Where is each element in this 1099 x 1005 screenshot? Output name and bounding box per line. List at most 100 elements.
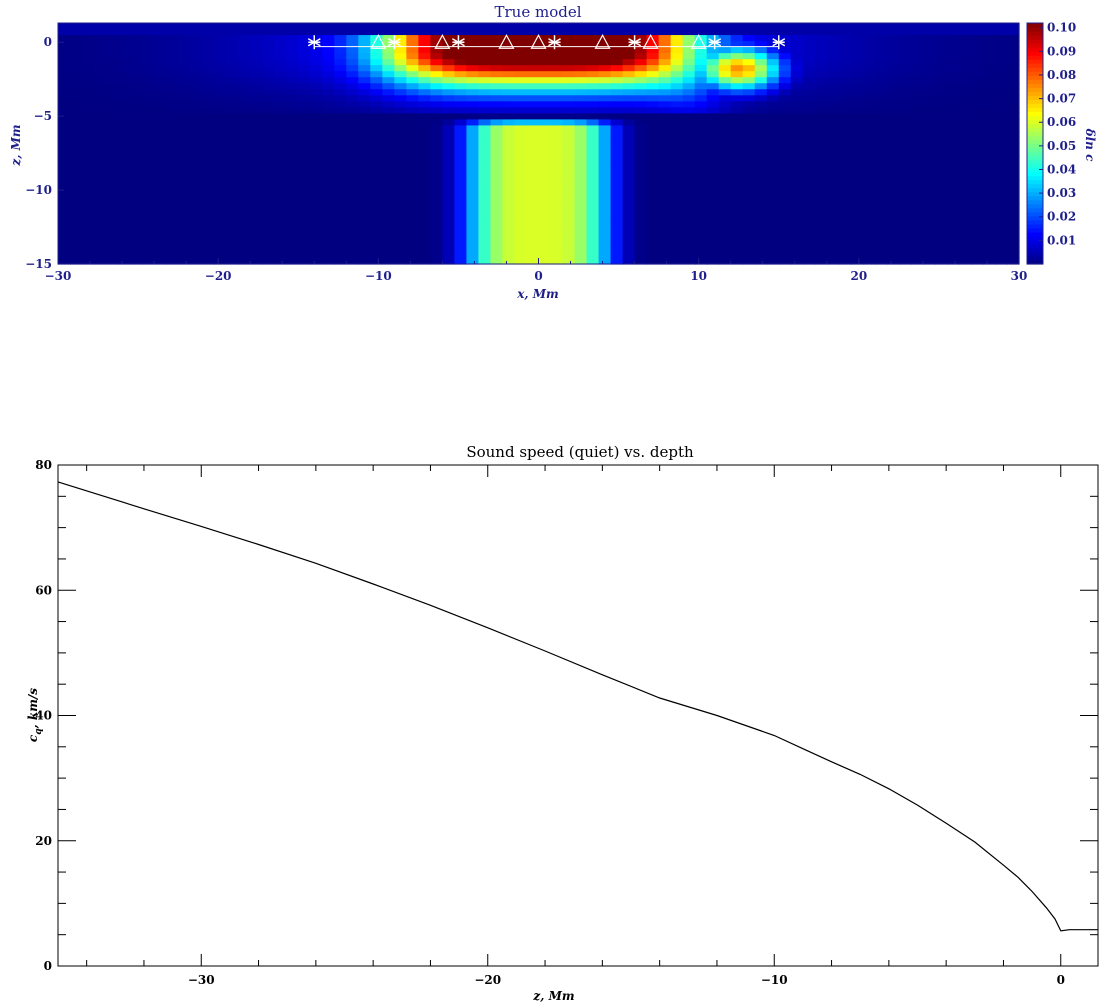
heatmap-cell (658, 155, 672, 163)
heatmap-cell (886, 251, 900, 259)
heatmap-cell (490, 209, 504, 217)
colorbar-step (1027, 179, 1043, 185)
heatmap-cell (778, 65, 792, 72)
heatmap-cell (322, 83, 335, 90)
heatmap-cell (502, 221, 516, 229)
heatmap-cell (958, 155, 972, 163)
heatmap-cell (190, 203, 203, 211)
heatmap-cell (742, 59, 756, 66)
heatmap-cell (742, 23, 756, 30)
heatmap-cell (178, 173, 191, 181)
heatmap-cell (538, 35, 552, 42)
heatmap-cell (682, 71, 696, 78)
heatmap-cell (286, 89, 299, 96)
heatmap-cell (970, 53, 984, 60)
heatmap-cell (766, 53, 780, 60)
heatmap-cell (322, 179, 335, 187)
heatmap-cell (238, 167, 251, 175)
heatmap-cell (790, 251, 804, 259)
colorbar-step (1027, 135, 1043, 141)
heatmap-cell (130, 95, 143, 102)
heatmap-cell (190, 53, 203, 60)
heatmap-cell (418, 179, 431, 187)
heatmap-cell (154, 71, 167, 78)
heatmap-cell (130, 251, 143, 259)
x-tick-label: −20 (205, 269, 232, 283)
heatmap-cell (970, 233, 984, 241)
heatmap-cell (898, 101, 912, 108)
heatmap-cell (562, 185, 576, 193)
heatmap-cell (1006, 209, 1020, 217)
heatmap-cell (754, 35, 768, 42)
heatmap-cell (70, 167, 83, 175)
heatmap-cell (838, 137, 852, 145)
heatmap-cell (706, 143, 720, 151)
heatmap-cell (1006, 221, 1020, 229)
heatmap-cell (586, 239, 600, 247)
heatmap-cell (538, 47, 552, 54)
heatmap-cell (478, 197, 492, 205)
heatmap-cell (730, 125, 744, 133)
colorbar-step (1027, 111, 1043, 116)
heatmap-cell (514, 227, 528, 235)
heatmap-cell (982, 251, 996, 259)
heatmap-cell (190, 179, 203, 187)
heatmap-cell (586, 149, 600, 157)
heatmap-cell (106, 101, 119, 108)
heatmap-cell (910, 101, 924, 108)
heatmap-cell (118, 221, 131, 229)
heatmap-cell (406, 221, 419, 229)
heatmap-cell (118, 71, 131, 78)
heatmap-cell (166, 107, 179, 114)
heatmap-cell (598, 89, 612, 96)
heatmap-cell (94, 77, 107, 84)
heatmap-cell (682, 113, 696, 121)
heatmap-cell (226, 149, 239, 157)
heatmap-cell (238, 257, 251, 265)
x-tick-label: −10 (365, 269, 392, 283)
heatmap-cell (154, 77, 167, 84)
heatmap-cell (514, 137, 528, 145)
heatmap-cell (322, 137, 335, 145)
heatmap-cell (862, 215, 876, 223)
heatmap-cell (970, 215, 984, 223)
heatmap-cell (790, 131, 804, 139)
heatmap-cell (478, 161, 492, 169)
heatmap-cell (778, 233, 792, 241)
heatmap-cell (538, 113, 552, 121)
heatmap-cell (622, 89, 636, 96)
heatmap-cell (886, 29, 900, 36)
heatmap-cell (82, 125, 95, 133)
heatmap-cell (814, 137, 828, 145)
heatmap-cell (310, 173, 323, 181)
heatmap-cell (670, 113, 684, 121)
heatmap-cell (394, 125, 407, 133)
heatmap-cell (1006, 173, 1020, 181)
heatmap-cell (958, 221, 972, 229)
heatmap-cell (574, 23, 588, 30)
heatmap-cell (550, 113, 564, 121)
heatmap-cell (718, 41, 732, 48)
heatmap-cell (454, 47, 468, 54)
heatmap-cell (994, 41, 1008, 48)
heatmap-cell (454, 155, 468, 163)
heatmap-cell (910, 53, 924, 60)
heatmap-cell (778, 179, 792, 187)
heatmap-cell (766, 209, 780, 217)
heatmap-cell (298, 29, 311, 36)
heatmap-cell (346, 179, 359, 187)
heatmap-cell (82, 101, 95, 108)
heatmap-cell (838, 257, 852, 265)
heatmap-cell (286, 161, 299, 169)
heatmap-cell (202, 239, 215, 247)
heatmap-cell (718, 155, 732, 163)
heatmap-cell (670, 35, 684, 42)
heatmap-cell (154, 137, 167, 145)
heatmap-cell (490, 53, 504, 60)
heatmap-cell (790, 77, 804, 84)
heatmap-cell (790, 53, 804, 60)
heatmap-cell (634, 83, 648, 90)
heatmap-cell (382, 179, 395, 187)
heatmap-cell (562, 221, 576, 229)
heatmap-cell (274, 215, 287, 223)
